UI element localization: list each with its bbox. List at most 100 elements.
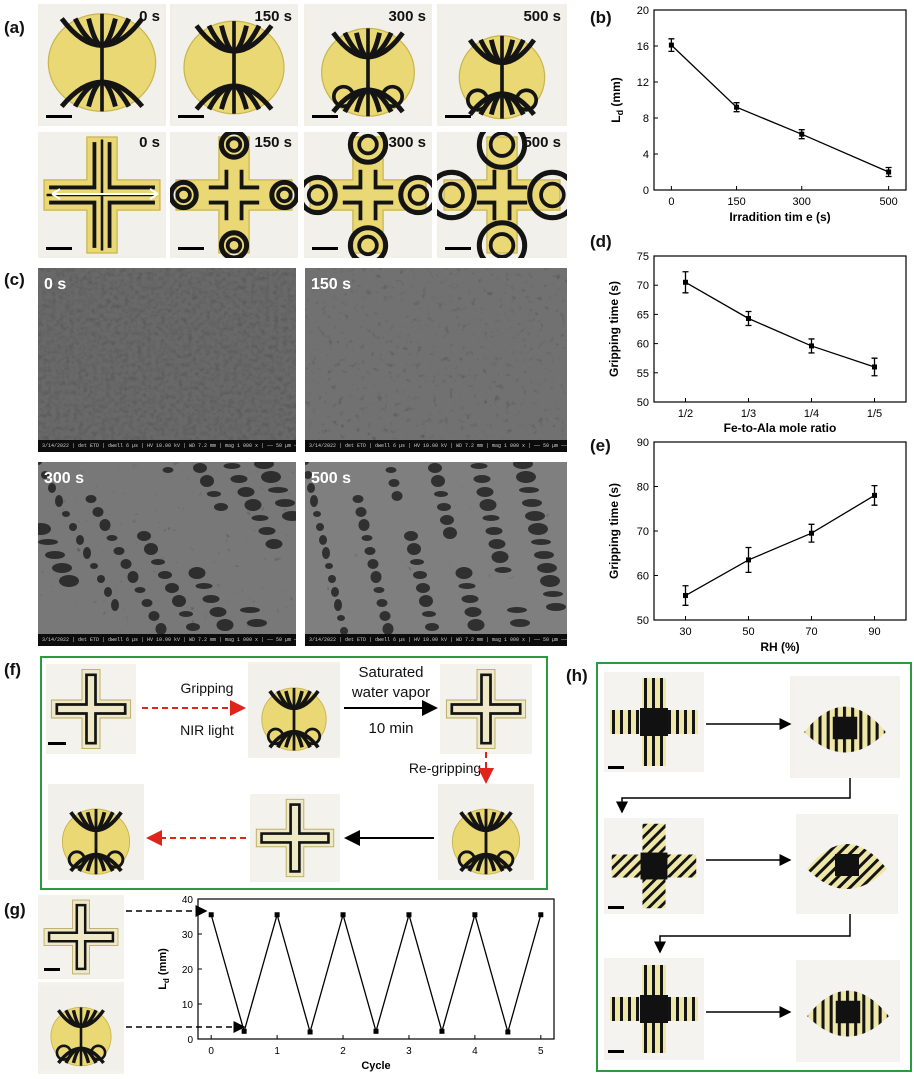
dome-photo-0: 0 s — [38, 4, 166, 126]
chart-d-frame — [653, 255, 907, 403]
chart-g-point — [274, 912, 280, 918]
chart-g-ytick: 0 — [187, 1035, 193, 1046]
chart-g-point — [241, 1028, 247, 1034]
chart-g-point — [373, 1028, 379, 1034]
sem-time-label-2: 300 s — [44, 470, 85, 487]
vapor-label-line1: Saturated — [358, 664, 424, 681]
time-label-bottom-1: 150 s — [254, 134, 292, 151]
chart-b-xlabel: Irradition tim e (s) — [729, 210, 830, 224]
chart-g-ytick: 40 — [182, 895, 194, 906]
panel-label-d: (d) — [590, 232, 612, 251]
ten-minute-label: 10 min — [368, 720, 414, 737]
chart-g: 0 10 20 30 40 0 1 2 3 4 5 Cycle Ld (mm) — [150, 885, 560, 1075]
sem-image-2: 300 s 3/14/2022 | det ETD | dwell 6 µs | … — [38, 462, 296, 646]
chart-d-ytick: 75 — [637, 251, 649, 263]
chart-d-xlabel: Fe-to-Ala mole ratio — [724, 421, 837, 435]
sem-time-label-0: 0 s — [44, 276, 67, 293]
panel-g-dome-photo — [38, 982, 124, 1074]
time-label-bottom-0: 0 s — [139, 134, 160, 151]
chart-e-ytick: 70 — [637, 526, 649, 538]
time-label-bottom-3: 500 s — [523, 134, 561, 151]
gripping-label: Gripping — [180, 680, 234, 696]
panel-label-h: (h) — [566, 666, 588, 685]
chart-g-point — [406, 912, 412, 918]
panel-g-flat-photo — [38, 895, 124, 979]
chart-e-ytick: 80 — [637, 482, 649, 494]
chart-d-point — [809, 343, 814, 349]
chart-g-point — [439, 1028, 445, 1034]
panel-h-photo-0 — [604, 672, 704, 772]
sem-info-bar-1: 3/14/2022 | det ETD | dwell 6 µs | HV 10… — [305, 440, 567, 452]
scale-bar-bottom-3 — [445, 247, 471, 250]
panel-label-b: (b) — [590, 8, 612, 27]
sem-time-label-1: 150 s — [311, 276, 352, 293]
chart-b-ytick: 4 — [643, 149, 649, 161]
chart-e-line — [685, 494, 875, 597]
sem-image-3: 500 s 3/14/2022 | det ETD | dwell 6 µs | … — [305, 462, 567, 646]
time-label-top-2: 300 s — [388, 8, 426, 25]
chart-d-point — [872, 364, 877, 370]
panel-f-scale-bar — [48, 742, 66, 745]
chart-e-point — [683, 593, 688, 599]
chart-g-ytick: 30 — [182, 930, 194, 941]
chart-e-xtick: 30 — [679, 626, 691, 638]
chart-g-xlabel: Cycle — [361, 1060, 390, 1072]
chart-b-line — [670, 44, 889, 173]
panel-f-photo-4 — [250, 794, 340, 882]
panel-f-frame — [40, 656, 548, 890]
chart-e-xtick: 50 — [742, 626, 754, 638]
panel-f-photo-1 — [248, 662, 340, 758]
panel-f-photo-5 — [48, 784, 144, 880]
dome-photo-1: 150 s — [170, 4, 298, 126]
panel-f-photo-0 — [46, 664, 136, 754]
chart-g-xtick: 5 — [538, 1046, 544, 1057]
panel-label-e: (e) — [590, 436, 611, 455]
panel-f-photo-2 — [440, 664, 532, 754]
panel-h-photo-5 — [796, 960, 900, 1062]
chart-d-point — [683, 279, 688, 285]
chart-g-xtick: 0 — [208, 1046, 214, 1057]
chart-d-ytick: 70 — [637, 280, 649, 292]
panel-label-f: (f) — [4, 660, 21, 679]
panel-label-a: (a) — [4, 18, 25, 37]
cross-photo-1: 150 s — [170, 132, 298, 258]
chart-b-point — [886, 169, 892, 175]
chart-b-xtick: 300 — [793, 196, 811, 208]
time-label-top-0: 0 s — [139, 8, 160, 25]
panel-h-photo-2 — [604, 818, 704, 914]
dome-photo-3: 500 s — [437, 4, 567, 126]
sem-info-bar-0: 3/14/2022 | det ETD | dwell 6 µs | HV 10… — [38, 440, 296, 452]
chart-g-point — [307, 1029, 313, 1035]
chart-e-xtick: 70 — [805, 626, 817, 638]
chart-g-frame — [197, 898, 555, 1040]
chart-b-point — [668, 42, 674, 48]
panel-g-scale-bar — [44, 968, 60, 971]
chart-d-ytick: 60 — [637, 339, 649, 351]
chart-g-point — [208, 912, 214, 918]
chart-b-xtick: 500 — [879, 196, 897, 208]
chart-g-xtick: 2 — [340, 1046, 346, 1057]
panel-h-frame — [596, 662, 912, 1072]
regripping-label: Re-gripping — [408, 760, 482, 776]
time-label-top-3: 500 s — [523, 8, 561, 25]
chart-b-ytick: 0 — [643, 185, 649, 197]
chart-e-ytick: 90 — [637, 437, 649, 449]
sem-image-1: 150 s 3/14/2022 | det ETD | dwell 6 µs | … — [305, 268, 567, 452]
panel-f-photo-3 — [438, 784, 534, 880]
chart-e-point — [872, 492, 877, 498]
chart-b-point — [799, 131, 805, 137]
chart-e-ylabel: Gripping time (s) — [607, 483, 621, 579]
chart-e: 50 60 70 80 90 30 50 70 90 RH (%) Gripping time (s… — [600, 432, 910, 658]
scale-bar-bottom-1 — [178, 247, 204, 250]
chart-e-ytick: 50 — [637, 615, 649, 627]
chart-d-point — [746, 315, 751, 321]
sem-info-bar-2: 3/14/2022 | det ETD | dwell 6 µs | HV 10… — [38, 634, 296, 646]
chart-g-ytick: 20 — [182, 965, 194, 976]
panel-h-photo-3 — [796, 814, 898, 914]
scale-bar-bottom-0 — [46, 247, 72, 250]
dome-photo-2: 300 s — [304, 4, 432, 126]
chart-d-line — [685, 281, 875, 368]
chart-b-ytick: 8 — [643, 113, 649, 125]
nir-light-label: NIR light — [180, 722, 234, 738]
chart-e-point — [746, 557, 751, 563]
